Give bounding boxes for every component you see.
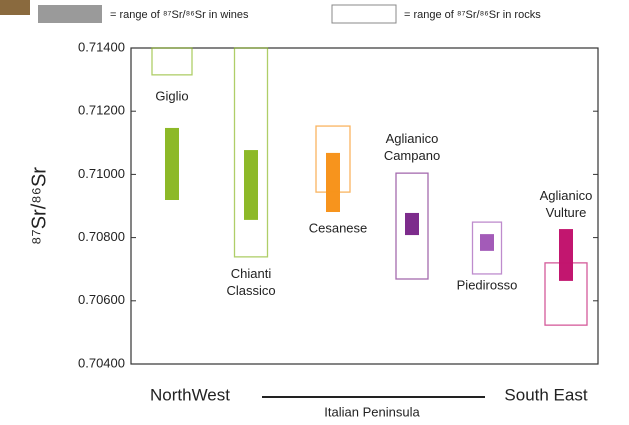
- legend-label: = range of ⁸⁷Sr/⁸⁶Sr in wines: [110, 9, 249, 21]
- rock-range: [233, 47, 269, 258]
- y-tick-label: 0.70600: [78, 292, 125, 307]
- category-label: Cesanese: [309, 220, 368, 235]
- category-label: Piedirosso: [457, 277, 518, 292]
- y-axis-label: ⁸⁷Sr/⁸⁶Sr: [28, 167, 50, 245]
- category-label: Chianti Classico: [226, 266, 275, 298]
- legend-label: = range of ⁸⁷Sr/⁸⁶Sr in rocks: [404, 9, 541, 21]
- photo-fragment: [0, 0, 30, 15]
- legend-swatch: [331, 4, 397, 24]
- wine-range: [559, 229, 573, 281]
- category-label: Giglio: [155, 88, 188, 103]
- wine-range: [326, 152, 340, 213]
- rock-range: [544, 262, 588, 326]
- rock-range: [471, 221, 503, 275]
- rock-range: [151, 47, 193, 76]
- y-tick-label: 0.70400: [78, 355, 125, 370]
- rock-range: [315, 125, 351, 193]
- wine-range: [480, 234, 494, 251]
- category-label: Aglianico Vulture: [540, 188, 593, 220]
- legend-swatch: [38, 5, 102, 23]
- y-tick-label: 0.70800: [78, 229, 125, 244]
- wine-range: [405, 212, 419, 236]
- x-axis-label: Italian Peninsula: [324, 404, 420, 419]
- wine-range: [244, 150, 258, 220]
- y-tick-label: 0.71200: [78, 103, 125, 118]
- category-label: Aglianico Campano: [384, 131, 440, 163]
- x-left-label: NorthWest: [150, 385, 230, 404]
- plot-frame: [130, 47, 599, 365]
- wine-range: [165, 127, 179, 200]
- y-tick-label: 0.71000: [78, 166, 125, 181]
- y-tick-label: 0.71400: [78, 39, 125, 54]
- x-right-label: South East: [504, 385, 587, 404]
- rock-range: [395, 172, 429, 280]
